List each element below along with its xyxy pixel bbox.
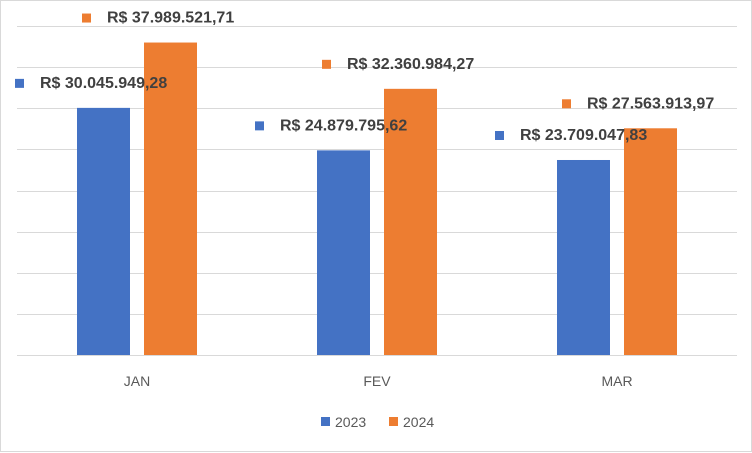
data-label-marker xyxy=(82,13,91,23)
gridlines xyxy=(17,26,737,356)
data-label-marker xyxy=(15,78,24,88)
data-label: R$ 23.709.047,83 xyxy=(520,127,647,144)
legend-label-2023: 2023 xyxy=(335,414,366,430)
bar-2024-mar xyxy=(624,128,677,355)
data-labels: R$ 30.045.949,28 R$ 37.989.521,71 R$ 24.87… xyxy=(15,10,714,144)
bar-2023-jan xyxy=(77,107,130,355)
bar-2023-fev xyxy=(317,150,370,355)
x-tick-label: JAN xyxy=(124,373,150,389)
legend: 2023 2024 xyxy=(321,414,434,430)
x-tick-label: MAR xyxy=(601,373,632,389)
x-tick-label: FEV xyxy=(363,373,391,389)
data-label-marker xyxy=(255,121,264,131)
data-label-marker xyxy=(322,59,331,69)
data-label: R$ 24.879.795,62 xyxy=(280,117,407,134)
data-label: R$ 32.360.984,27 xyxy=(347,56,474,73)
legend-label-2024: 2024 xyxy=(403,414,434,430)
bar-2024-fev xyxy=(384,88,437,355)
data-label: R$ 37.989.521,71 xyxy=(107,10,234,27)
bars xyxy=(77,42,677,355)
bar-2023-mar xyxy=(557,159,610,355)
category-axis: JAN FEV MAR xyxy=(124,373,633,389)
legend-swatch-2023 xyxy=(321,417,330,426)
data-label-marker xyxy=(562,99,571,109)
data-label: R$ 27.563.913,97 xyxy=(587,95,714,112)
legend-swatch-2024 xyxy=(389,417,398,426)
data-label-marker xyxy=(495,130,504,140)
data-label: R$ 30.045.949,28 xyxy=(40,75,167,92)
bar-2024-jan xyxy=(144,42,197,355)
